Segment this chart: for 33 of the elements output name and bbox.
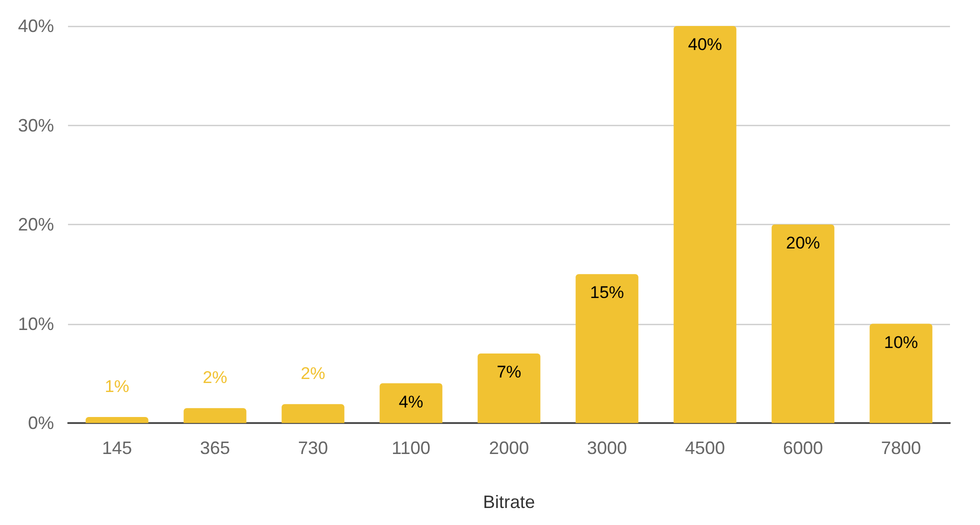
- data-label: 7%: [496, 362, 522, 382]
- bar: [282, 404, 344, 423]
- y-tick-label: 10%: [18, 314, 54, 334]
- bar: [576, 274, 638, 423]
- data-label: 10%: [884, 332, 918, 352]
- bar: [674, 26, 736, 423]
- data-label: 15%: [590, 283, 624, 302]
- x-tick-label: 2000: [488, 438, 530, 458]
- bar: [772, 224, 834, 423]
- bar: [380, 383, 442, 423]
- data-label: 20%: [786, 234, 820, 252]
- y-tick-label: 20%: [18, 214, 54, 234]
- y-tick-label: 40%: [18, 16, 54, 36]
- bar: [184, 408, 246, 423]
- x-axis-title: Bitrate: [482, 492, 536, 512]
- data-label: 4%: [398, 392, 424, 412]
- x-tick-label: 1100: [392, 438, 430, 458]
- y-tick-label: 30%: [18, 115, 54, 136]
- data-label: 1%: [104, 377, 130, 396]
- x-tick-label: 730: [298, 438, 328, 458]
- x-tick-label: 3000: [586, 438, 628, 458]
- x-tick-label: 365: [200, 438, 230, 458]
- x-tick-label: 4500: [684, 438, 726, 458]
- x-tick-label: 145: [102, 438, 132, 458]
- data-label: 40%: [688, 35, 722, 54]
- data-label: 2%: [300, 364, 326, 384]
- bar: [86, 417, 148, 423]
- x-tick-label: 6000: [782, 438, 824, 458]
- x-tick-label: 7800: [880, 438, 922, 458]
- bar: [478, 354, 540, 423]
- y-tick-label: 0%: [28, 413, 54, 433]
- bar: [870, 324, 932, 423]
- data-label: 2%: [202, 368, 228, 388]
